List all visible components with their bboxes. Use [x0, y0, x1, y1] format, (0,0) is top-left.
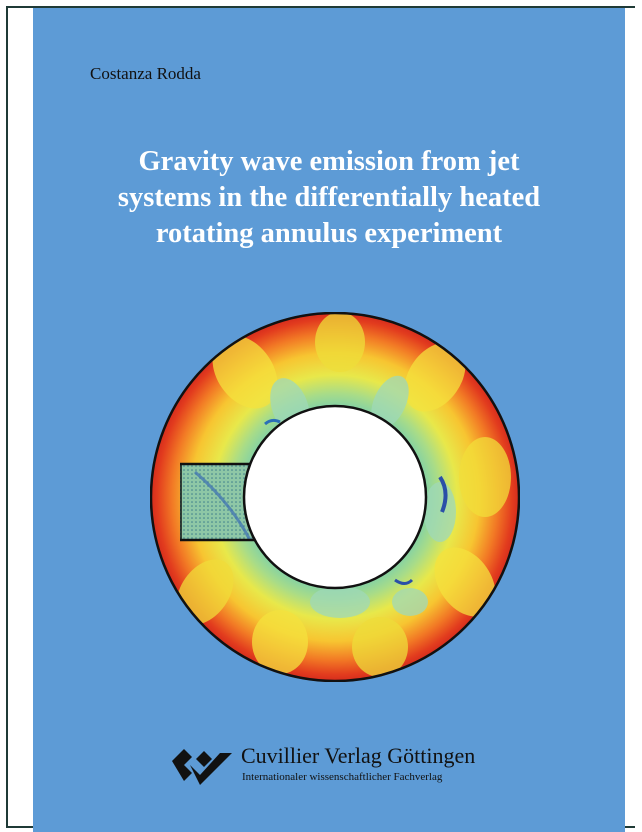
- annulus-figure-icon: [150, 312, 520, 682]
- author-name: Costanza Rodda: [90, 64, 201, 83]
- book-title: Gravity wave emission from jet systems i…: [33, 144, 625, 252]
- publisher-tagline: Internationaler wissenschaftlicher Fachv…: [242, 771, 443, 783]
- publisher-name: Cuvillier Verlag Göttingen: [241, 743, 476, 768]
- title-line-3: rotating annulus experiment: [155, 218, 503, 249]
- book-cover: Costanza Rodda Gravity wave emission fro…: [33, 8, 625, 832]
- title-line-2: systems in the differentially heated: [117, 182, 541, 213]
- title-line-1: Gravity wave emission from jet: [138, 146, 520, 177]
- cuvillier-logo-icon: [172, 749, 232, 785]
